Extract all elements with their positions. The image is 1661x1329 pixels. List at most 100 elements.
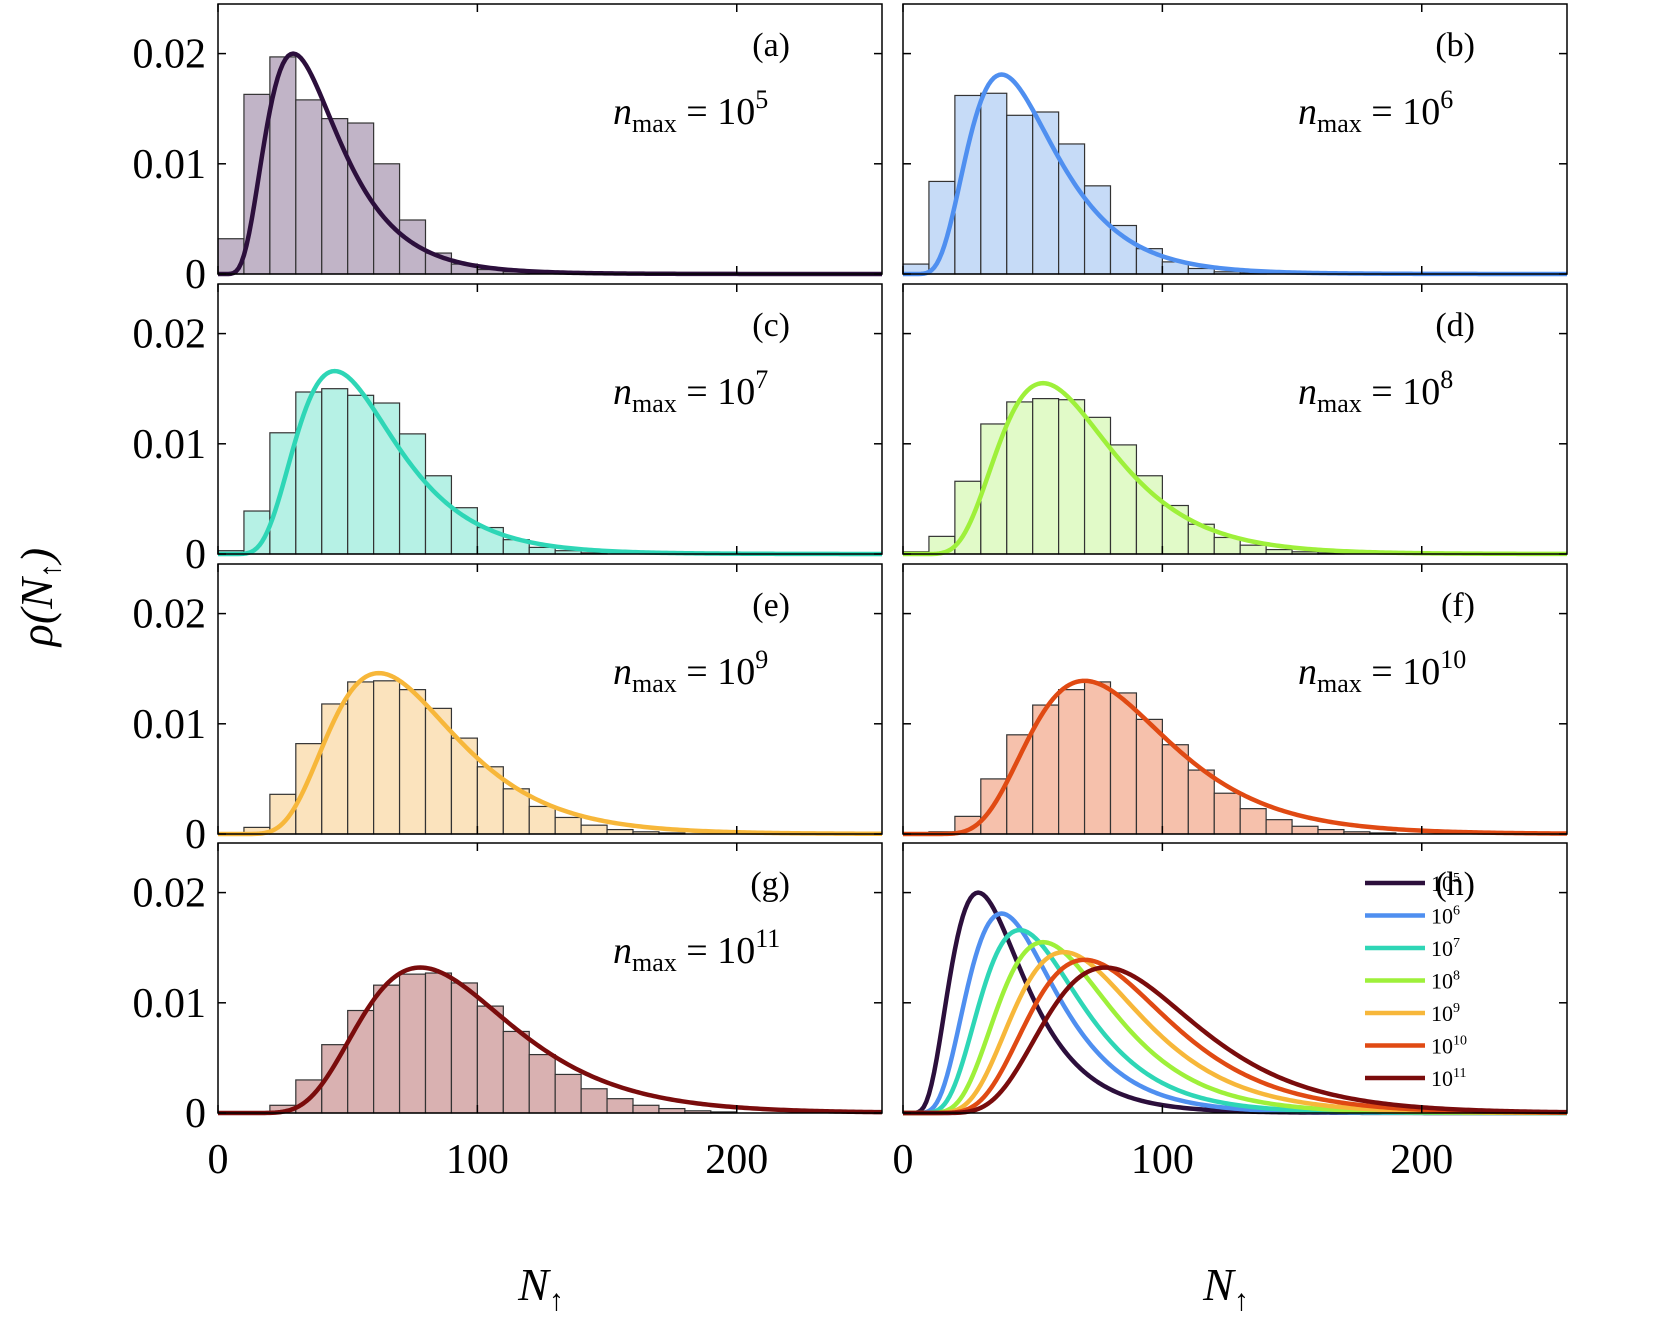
nmax-label-d: nmax = 108 <box>1298 365 1453 418</box>
legend-label-2: 107 <box>1431 936 1460 961</box>
x-tick-label-g-2: 200 <box>705 1137 768 1183</box>
bar-b-11 <box>1187 267 1215 275</box>
y-tick-label-e-2: 0.02 <box>133 592 207 638</box>
bar-d-9 <box>1135 475 1163 555</box>
bar-a-3 <box>295 99 323 275</box>
bar-e-12 <box>528 805 556 835</box>
y-tick-label-c-0: 0 <box>185 532 206 578</box>
panel-tag-f: (f) <box>1441 587 1475 624</box>
legend-label-6: 1011 <box>1431 1066 1466 1091</box>
series-line-e-0 <box>218 670 882 837</box>
y-tick-label-a-2: 0.02 <box>133 32 207 78</box>
panel-h: 0 100 200 (h)105 106 107 108 109 1010 1011 <box>893 842 1568 1183</box>
panel-tag-g: (g) <box>750 866 790 903</box>
legend: 105 106 107 108 109 1010 1011 <box>1365 871 1467 1091</box>
bar-b-8 <box>1109 224 1138 275</box>
legend-label-0: 105 <box>1431 871 1460 896</box>
bar-d-5 <box>1032 398 1060 555</box>
panel-e: 0 0.01 0.02 (e) nmax = 109 <box>133 563 883 858</box>
panel-frame-f <box>902 563 1568 835</box>
nmax-label-a: nmax = 105 <box>613 85 768 138</box>
x-axis-label-left: N↑ <box>517 1259 564 1317</box>
panel-f: (f) nmax = 1010 <box>902 563 1568 837</box>
panel-a: 0 0.01 0.02 (a) nmax = 105 <box>133 3 883 298</box>
bar-g-10 <box>476 1005 504 1114</box>
panel-g: 0 0.01 0.02 0 100 200 (g) nmax = 1011 <box>133 842 883 1183</box>
y-tick-label-a-0: 0 <box>185 252 206 298</box>
nmax-label-b: nmax = 106 <box>1298 85 1453 138</box>
bar-d-4 <box>1006 401 1034 555</box>
x-axis-label-right: N↑ <box>1202 1259 1249 1317</box>
bar-f-4 <box>1006 734 1034 835</box>
panel-frame-c <box>217 283 883 555</box>
bar-b-7 <box>1083 185 1112 275</box>
y-tick-label-c-2: 0.02 <box>133 312 207 358</box>
bar-e-7 <box>398 689 427 835</box>
y-tick-label-e-0: 0 <box>185 812 206 858</box>
bar-b-4 <box>1006 114 1034 275</box>
legend-label-4: 109 <box>1431 1001 1460 1026</box>
panel-tag-c: (c) <box>752 307 790 344</box>
y-tick-label-a-1: 0.01 <box>133 142 207 188</box>
panel-tag-e: (e) <box>752 587 790 624</box>
bar-d-13 <box>1239 544 1267 555</box>
bar-g-13 <box>554 1073 582 1114</box>
panel-frame-a <box>217 3 883 275</box>
legend-label-5: 1010 <box>1431 1034 1467 1059</box>
panel-tag-b: (b) <box>1435 27 1475 64</box>
bar-f-12 <box>1213 792 1241 835</box>
panel-tag-a: (a) <box>752 27 790 64</box>
bar-b-5 <box>1032 111 1060 275</box>
x-tick-label-g-1: 100 <box>446 1137 509 1183</box>
panel-c: 0 0.01 0.02 (c) nmax = 107 <box>133 283 883 578</box>
bar-c-3 <box>295 391 323 555</box>
y-tick-label-g-0: 0 <box>185 1091 206 1137</box>
bar-f-7 <box>1083 681 1112 835</box>
panel-tag-h: (h) <box>1435 866 1475 903</box>
panel-frame-e <box>217 563 883 835</box>
bar-f-6 <box>1058 689 1086 835</box>
series-line-f-0 <box>903 678 1568 837</box>
panel-frame-g <box>217 842 883 1114</box>
legend-label-3: 108 <box>1431 969 1460 994</box>
series-line-h-0 <box>903 890 1567 1116</box>
bar-a-4 <box>321 118 349 275</box>
y-tick-label-g-2: 0.02 <box>133 871 207 917</box>
y-tick-label-c-1: 0.01 <box>133 422 207 468</box>
bar-g-15 <box>606 1098 634 1114</box>
bar-f-11 <box>1187 769 1215 835</box>
bar-d-6 <box>1058 399 1086 555</box>
legend-label-1: 106 <box>1431 904 1460 929</box>
bar-f-15 <box>1291 825 1319 835</box>
bar-e-5 <box>347 681 375 835</box>
bar-e-13 <box>554 816 582 835</box>
series-line-g-0 <box>218 965 883 1116</box>
nmax-label-e: nmax = 109 <box>613 645 768 698</box>
bar-c-4 <box>321 388 349 555</box>
bar-g-9 <box>450 982 478 1114</box>
nmax-label-f: nmax = 1010 <box>1298 645 1466 698</box>
panel-frame-d <box>902 283 1568 555</box>
series-line-h-6 <box>903 965 1568 1116</box>
x-tick-label-h-0: 0 <box>893 1137 914 1183</box>
bar-g-6 <box>373 984 401 1114</box>
panels-layer: 0 0.01 0.02 (a) nmax = 105 (b) nmax = 106 0 0.01… <box>133 3 1568 1183</box>
bar-g-5 <box>347 1009 375 1114</box>
bar-f-14 <box>1265 819 1293 835</box>
bar-d-7 <box>1083 416 1112 555</box>
panel-d: (d) nmax = 108 <box>902 283 1568 557</box>
y-tick-label-e-1: 0.01 <box>133 702 207 748</box>
bar-e-4 <box>321 703 349 835</box>
bar-g-16 <box>632 1104 660 1114</box>
bar-f-10 <box>1161 744 1189 835</box>
x-tick-label-g-0: 0 <box>208 1137 229 1183</box>
x-tick-label-h-2: 200 <box>1390 1137 1453 1183</box>
nmax-label-c: nmax = 107 <box>613 365 768 418</box>
bar-f-9 <box>1135 718 1163 835</box>
bar-g-12 <box>528 1053 556 1114</box>
panel-frame-b <box>902 3 1568 275</box>
bar-g-11 <box>502 1030 530 1114</box>
bar-c-12 <box>528 546 556 555</box>
panel-b: (b) nmax = 106 <box>902 3 1568 277</box>
